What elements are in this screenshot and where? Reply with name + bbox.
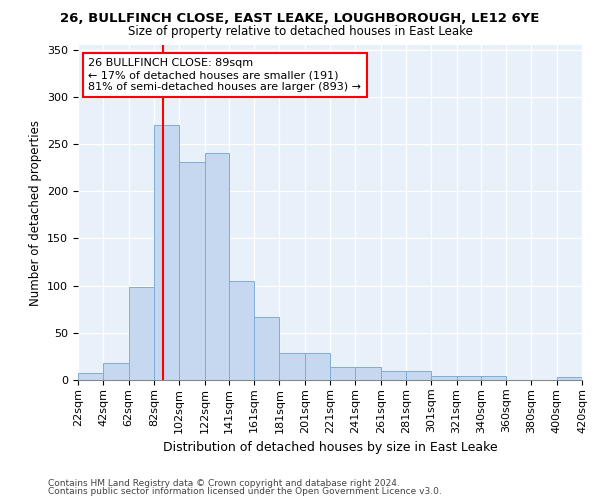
Bar <box>305 352 330 380</box>
Text: 26, BULLFINCH CLOSE, EAST LEAKE, LOUGHBOROUGH, LE12 6YE: 26, BULLFINCH CLOSE, EAST LEAKE, LOUGHBO… <box>61 12 539 26</box>
Text: 26 BULLFINCH CLOSE: 89sqm
← 17% of detached houses are smaller (191)
81% of semi: 26 BULLFINCH CLOSE: 89sqm ← 17% of detac… <box>88 58 361 92</box>
Bar <box>205 152 229 380</box>
Bar <box>154 125 179 380</box>
X-axis label: Distribution of detached houses by size in East Leake: Distribution of detached houses by size … <box>163 441 497 454</box>
Text: Contains public sector information licensed under the Open Government Licence v3: Contains public sector information licen… <box>48 487 442 496</box>
Bar <box>431 376 457 380</box>
Bar <box>355 367 380 380</box>
Bar <box>128 286 154 380</box>
Bar <box>457 376 481 380</box>
Bar <box>254 317 280 380</box>
Bar <box>179 162 205 380</box>
Bar <box>481 376 506 380</box>
Bar <box>406 370 431 380</box>
Bar <box>229 281 254 380</box>
Bar <box>78 374 103 380</box>
Bar <box>380 370 406 380</box>
Y-axis label: Number of detached properties: Number of detached properties <box>29 120 41 306</box>
Bar <box>103 363 128 380</box>
Bar <box>557 377 582 380</box>
Bar <box>280 352 305 380</box>
Text: Size of property relative to detached houses in East Leake: Size of property relative to detached ho… <box>128 25 472 38</box>
Bar <box>330 367 355 380</box>
Text: Contains HM Land Registry data © Crown copyright and database right 2024.: Contains HM Land Registry data © Crown c… <box>48 478 400 488</box>
